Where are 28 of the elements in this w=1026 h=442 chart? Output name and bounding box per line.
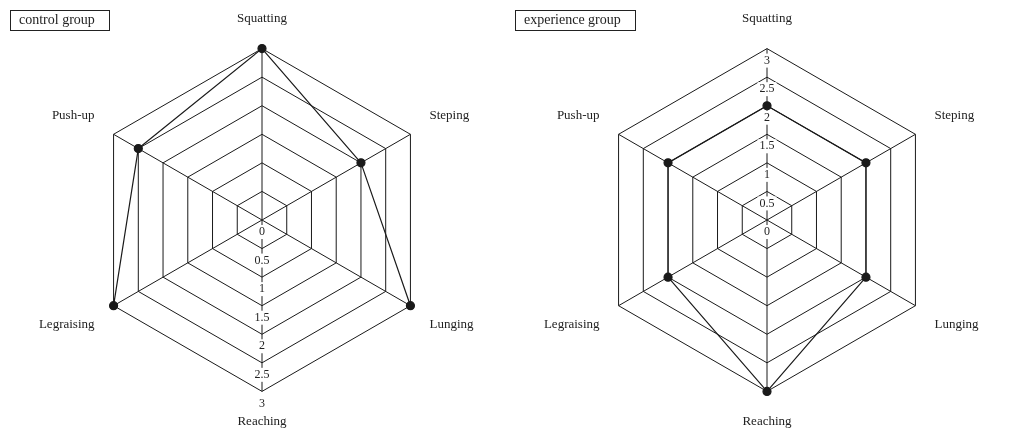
chart-title: experience group [515,10,636,31]
spoke-label: Legraising [543,315,601,331]
y-tick-label: 2 [764,109,770,124]
y-tick-label: 1 [259,281,265,296]
y-tick-label: 2.5 [759,81,775,96]
spoke-label: Squatting [237,10,288,26]
spoke-label: Steping [934,106,975,122]
spoke-label: Lunging [429,315,475,331]
y-tick-label: 1.5 [759,138,775,153]
spoke-label: Push-up [556,106,600,122]
spoke-label: Legraising [38,315,96,331]
spoke-label: Lunging [934,315,980,331]
chart-title: control group [10,10,110,31]
y-tick-label: 3 [764,52,770,67]
y-tick-label: 0.5 [254,252,270,267]
spoke-label: Steping [429,106,470,122]
spoke-label: Reaching [237,412,288,428]
spoke-label: Push-up [51,106,95,122]
spoke-label: Reaching [742,412,793,428]
y-tick-label: 2 [259,338,265,353]
y-tick-label: 0 [259,224,265,239]
y-tick-label: 1.5 [254,309,270,324]
y-tick-label: 2.5 [254,366,270,381]
y-tick-label: 3 [259,395,265,410]
y-tick-label: 1 [764,167,770,182]
y-tick-label: 0.5 [759,195,775,210]
spoke-label: Squatting [742,10,793,26]
y-tick-label: 0 [764,224,770,239]
